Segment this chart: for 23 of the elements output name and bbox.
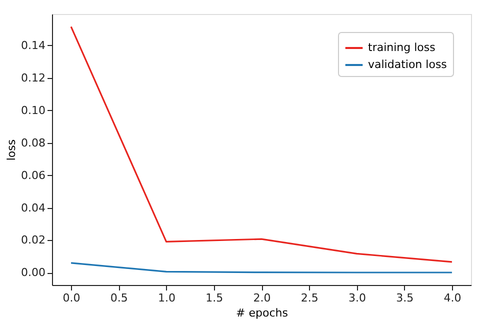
- y-tick-label: 0.04: [21, 201, 46, 214]
- y-tick-label: 0.02: [21, 234, 46, 247]
- x-tick-label: 0.0: [62, 292, 80, 304]
- line-series: [70, 26, 453, 263]
- legend-label: training loss: [368, 41, 436, 54]
- y-tick-label: 0.00: [21, 266, 46, 280]
- x-axis-title: # epochs: [236, 306, 288, 320]
- x-tick-label: 1.5: [206, 292, 224, 304]
- y-tick-label: 0.06: [21, 168, 46, 182]
- y-tick-label: 0.12: [21, 71, 46, 84]
- y-tick-label: 0.14: [21, 38, 46, 52]
- x-tick-label: 4.0: [444, 292, 462, 304]
- y-tick-label: 0.10: [21, 104, 46, 117]
- x-tick-label: 3.0: [348, 292, 366, 304]
- x-tick-label: 1.0: [158, 292, 176, 304]
- y-axis-title: loss: [5, 139, 18, 161]
- legend-label: validation loss: [368, 58, 448, 71]
- line-series: [70, 262, 453, 274]
- x-tick-label: 3.5: [396, 292, 414, 304]
- x-tick-label: 0.5: [110, 292, 128, 304]
- x-tick-label: 2.5: [300, 292, 318, 304]
- x-tick-label: 2.0: [253, 292, 271, 304]
- y-tick-label: 0.08: [21, 136, 46, 150]
